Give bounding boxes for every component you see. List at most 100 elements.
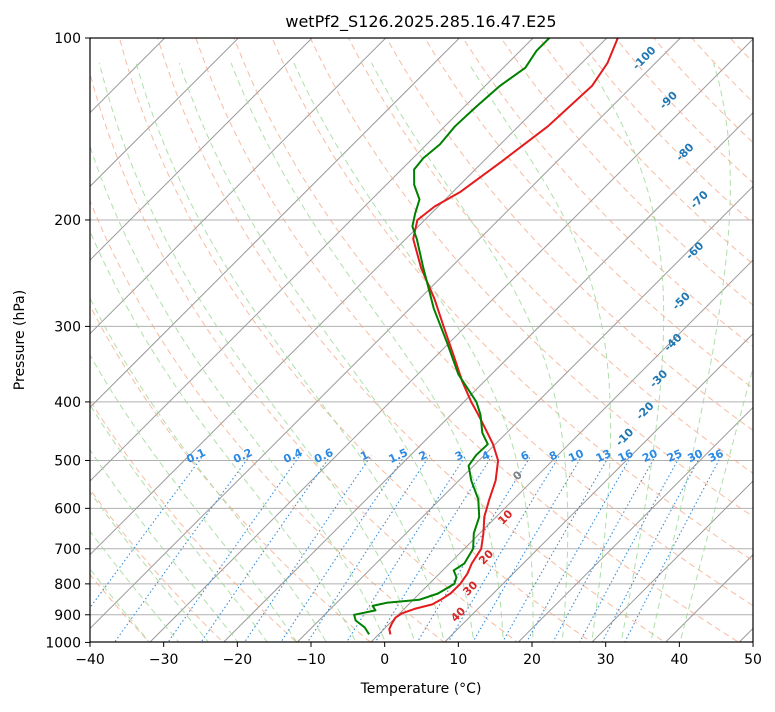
moist-adiabat-label: -20 (633, 399, 656, 422)
moist-adiabat-label: -60 (683, 239, 706, 262)
x-tick-label: 40 (670, 652, 688, 668)
mixing-ratio-label: 10 (566, 447, 586, 465)
mixing-ratio-label: 2 (417, 448, 429, 463)
y-tick-label: 600 (54, 501, 81, 517)
x-tick-label: 0 (380, 652, 389, 668)
x-tick-label: −30 (149, 652, 179, 668)
x-tick-label: 30 (597, 652, 615, 668)
mixing-ratio-line (567, 455, 681, 667)
mixing-ratio-label: 3 (453, 448, 465, 463)
isotherm-line (640, 10, 775, 667)
mixing-ratio-label: 16 (616, 447, 636, 465)
moist-adiabat-line (231, 63, 504, 667)
y-tick-label: 200 (54, 213, 81, 229)
x-tick-label: −10 (296, 652, 326, 668)
y-tick-label: 100 (54, 31, 81, 47)
mixing-ratio-label: 13 (594, 447, 613, 465)
moist-adiabat-label: -50 (670, 289, 693, 312)
dry-adiabat-line (39, 13, 477, 668)
x-tick-label: −20 (223, 652, 253, 668)
moist-adiabat-line (136, 63, 449, 667)
isotherm-line (198, 10, 775, 667)
dry-adiabat-line (596, 13, 775, 668)
dry-adiabat-line (485, 13, 775, 668)
dry-adiabat-line (2, 13, 401, 668)
mixing-ratio-line (331, 455, 466, 667)
y-tick-label: 500 (54, 453, 81, 469)
moist-adiabat-line (99, 63, 422, 667)
dry-adiabat-line (633, 13, 775, 668)
temperature-profile-line (389, 38, 618, 634)
mixing-ratio-label: 1 (358, 448, 370, 463)
moist-adiabat-line (68, 63, 395, 667)
x-tick-label: 50 (744, 652, 762, 668)
moist-adiabat-label: -10 (613, 425, 636, 448)
mixing-ratio-line (489, 455, 610, 667)
x-tick-label: 10 (449, 652, 467, 668)
mixing-ratio-line (184, 455, 331, 667)
mixing-ratio-line (612, 455, 721, 667)
mixing-ratio-label: 1.5 (387, 446, 410, 466)
mixing-ratio-label: 20 (640, 447, 660, 465)
y-tick-label: 900 (54, 608, 81, 624)
moist-adiabat-label: -70 (688, 188, 711, 211)
moist-adiabat-line (0, 63, 200, 667)
isotherm-line (346, 10, 775, 667)
moist-adiabat-line (588, 63, 664, 667)
isotherm-line (0, 10, 634, 667)
mixing-ratio-line (589, 455, 701, 667)
mixing-ratio-label: 36 (706, 447, 726, 465)
x-axis-title: Temperature (°C) (360, 681, 482, 697)
dry-adiabat-line (745, 13, 775, 668)
isotherm-line (0, 10, 266, 667)
mixing-ratio-label: 0.2 (231, 446, 254, 466)
moist-adiabat-label: -30 (647, 367, 670, 390)
dry-adiabat-line (0, 13, 326, 668)
moist-adiabat-label: -100 (630, 44, 659, 73)
isotherm-line (51, 10, 708, 667)
dry-adiabat-line (0, 13, 250, 668)
moist-adiabat-label: -40 (661, 331, 684, 354)
isotherm-line (0, 10, 413, 667)
dry-adiabat-line (76, 13, 552, 668)
x-tick-label: −40 (75, 652, 105, 668)
x-tick-label: 20 (523, 652, 541, 668)
moist-adiabat-line (0, 63, 229, 667)
dry-adiabat-line (670, 13, 775, 668)
y-tick-label: 1000 (45, 635, 81, 651)
mixing-ratio-line (513, 455, 632, 667)
y-tick-label: 800 (54, 577, 81, 593)
y-tick-label: 700 (54, 542, 81, 558)
mixing-ratio-line (292, 455, 430, 667)
y-axis-title: Pressure (hPa) (12, 290, 28, 390)
dry-adiabat-label: 30 (460, 578, 480, 598)
dry-adiabat-line (448, 13, 775, 668)
dry-adiabat-label: 0 (510, 468, 525, 483)
moist-adiabat-line (0, 63, 285, 667)
moist-adiabat-label: -80 (673, 140, 696, 163)
mixing-ratio-label: 30 (685, 447, 705, 465)
moist-adiabat-line (40, 63, 368, 667)
isotherm-line (0, 10, 340, 667)
mixing-ratio-label: 6 (519, 448, 532, 463)
chart-title: wetPf2_S126.2025.285.16.47.E25 (285, 12, 556, 32)
dry-adiabat-label: 10 (495, 507, 515, 527)
moist-adiabat-line (372, 63, 568, 667)
isotherm-line (714, 10, 775, 667)
dry-adiabat-line (336, 13, 775, 668)
moist-adiabat-line (0, 63, 257, 667)
y-tick-label: 300 (54, 319, 81, 335)
dry-adiabat-line (522, 13, 775, 668)
isotherm-line (0, 10, 192, 667)
moist-adiabat-line (0, 63, 313, 667)
mixing-ratio-label: 0.1 (184, 446, 207, 466)
mixing-ratio-line (540, 455, 656, 667)
dry-adiabat-line (708, 13, 775, 668)
mixing-ratio-label: 0.6 (312, 446, 335, 466)
moist-adiabat-label: -90 (657, 88, 680, 111)
y-tick-label: 400 (54, 395, 81, 411)
mixing-ratio-line (459, 455, 583, 667)
mixing-ratio-label: 4 (480, 448, 493, 463)
mixing-ratio-label: 25 (665, 447, 684, 465)
